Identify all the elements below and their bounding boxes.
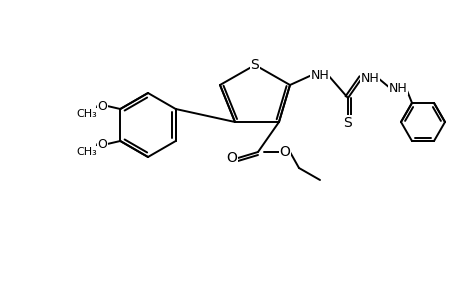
Text: NH: NH [360,71,379,85]
Text: O: O [226,151,237,165]
Text: S: S [250,58,259,72]
Text: CH₃: CH₃ [76,109,96,119]
Text: O: O [279,145,290,159]
Text: NH: NH [310,68,329,82]
Text: O: O [97,100,107,112]
Text: O: O [97,137,107,151]
Text: S: S [343,116,352,130]
Text: NH: NH [388,82,407,94]
Text: CH₃: CH₃ [76,147,96,157]
